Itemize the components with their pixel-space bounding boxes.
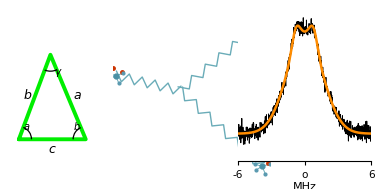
Text: a: a <box>24 122 30 132</box>
Text: a: a <box>73 89 81 102</box>
Text: c: c <box>48 143 55 156</box>
X-axis label: MHz: MHz <box>293 182 316 189</box>
Text: b: b <box>73 122 80 132</box>
Text: γ: γ <box>54 67 60 77</box>
Text: b: b <box>24 89 32 102</box>
